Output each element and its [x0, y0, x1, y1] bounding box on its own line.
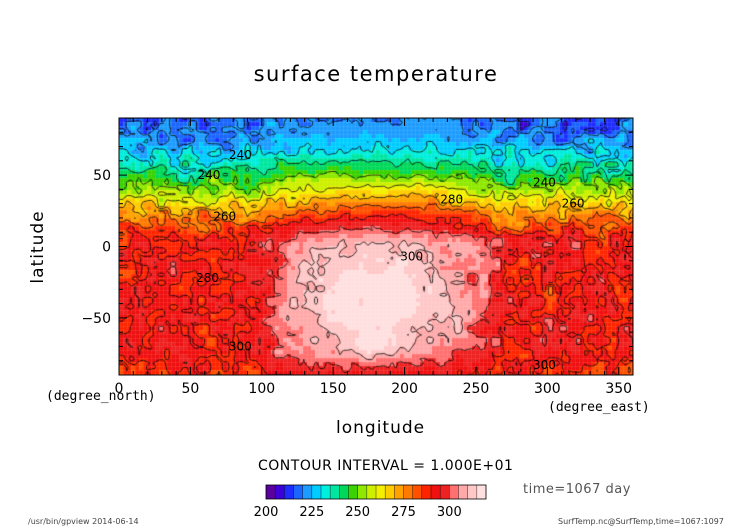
colorbar-swatch: [302, 485, 313, 499]
y-axis-unit: (degree_north): [46, 389, 156, 404]
colorbar-swatch: [275, 485, 285, 499]
temperature-field: [119, 118, 633, 375]
colorbar-swatch: [458, 485, 469, 499]
colorbar-swatch: [412, 485, 423, 499]
contour-label: 300: [400, 249, 423, 263]
colorbar-tick-label: 200: [254, 505, 279, 520]
colorbar-swatch: [403, 485, 414, 499]
colorbar-swatch: [476, 485, 487, 499]
x-tick-label: 50: [181, 381, 199, 397]
contour-label: 260: [562, 197, 585, 211]
footer-program-path: /usr/bin/gpview 2014-06-14: [28, 517, 139, 526]
x-tick-label: 100: [248, 381, 275, 397]
colorbar-swatch: [357, 485, 368, 499]
colorbar-swatch: [366, 485, 377, 499]
colorbar-swatch: [293, 485, 304, 499]
y-tick-label: 50: [93, 168, 111, 184]
contour-label: 300: [229, 339, 252, 353]
colorbar-swatch: [339, 485, 349, 499]
colorbar-swatch: [348, 485, 359, 499]
colorbar-swatch: [440, 485, 450, 499]
footer-file-info: SurfTemp.nc@SurfTemp,time=1067:1097: [558, 517, 724, 526]
colorbar-tick-label: 250: [345, 505, 370, 520]
time-label: time=1067 day: [523, 482, 631, 497]
colorbar-swatch: [321, 485, 331, 499]
x-axis-unit: (degree_east): [548, 400, 650, 415]
colorbar-tick-label: 300: [437, 505, 462, 520]
y-tick-label: 0: [102, 240, 111, 256]
contour-label: 240: [229, 148, 252, 162]
contour-label: 280: [440, 192, 463, 206]
colorbar-swatch: [284, 485, 294, 499]
x-tick-label: 0: [115, 381, 124, 397]
chart-title: surface temperature: [253, 62, 499, 86]
contour-interval-label: CONTOUR INTERVAL = 1.000E+01: [258, 458, 514, 474]
colorbar-swatch: [467, 485, 478, 499]
contour-label: 300: [533, 358, 556, 372]
x-axis-title: longitude: [336, 418, 426, 438]
x-tick-label: 300: [534, 381, 561, 397]
contour-label: 240: [533, 175, 556, 189]
colorbar-swatch: [431, 485, 441, 499]
colorbar-swatch: [394, 485, 404, 499]
colorbar-swatch: [385, 485, 395, 499]
colorbar-swatch: [266, 485, 276, 499]
x-tick-label: 350: [605, 381, 632, 397]
colorbar-swatch: [311, 485, 322, 499]
x-tick-label: 200: [391, 381, 418, 397]
y-tick-label: −50: [81, 311, 111, 327]
contour-label: 260: [213, 210, 236, 224]
contour-label: 280: [196, 271, 219, 285]
y-axis-title: latitude: [28, 210, 48, 284]
plot-frame: [118, 117, 634, 376]
colorbar-swatch: [376, 485, 386, 499]
colorbar-swatch: [421, 485, 432, 499]
colorbar-tick-label: 275: [391, 505, 416, 520]
contour-label: 240: [197, 168, 220, 182]
x-tick-label: 150: [320, 381, 347, 397]
colorbar-swatch: [449, 485, 459, 499]
colorbar-swatch: [330, 485, 340, 499]
x-tick-label: 250: [463, 381, 490, 397]
colorbar-tick-label: 225: [299, 505, 324, 520]
